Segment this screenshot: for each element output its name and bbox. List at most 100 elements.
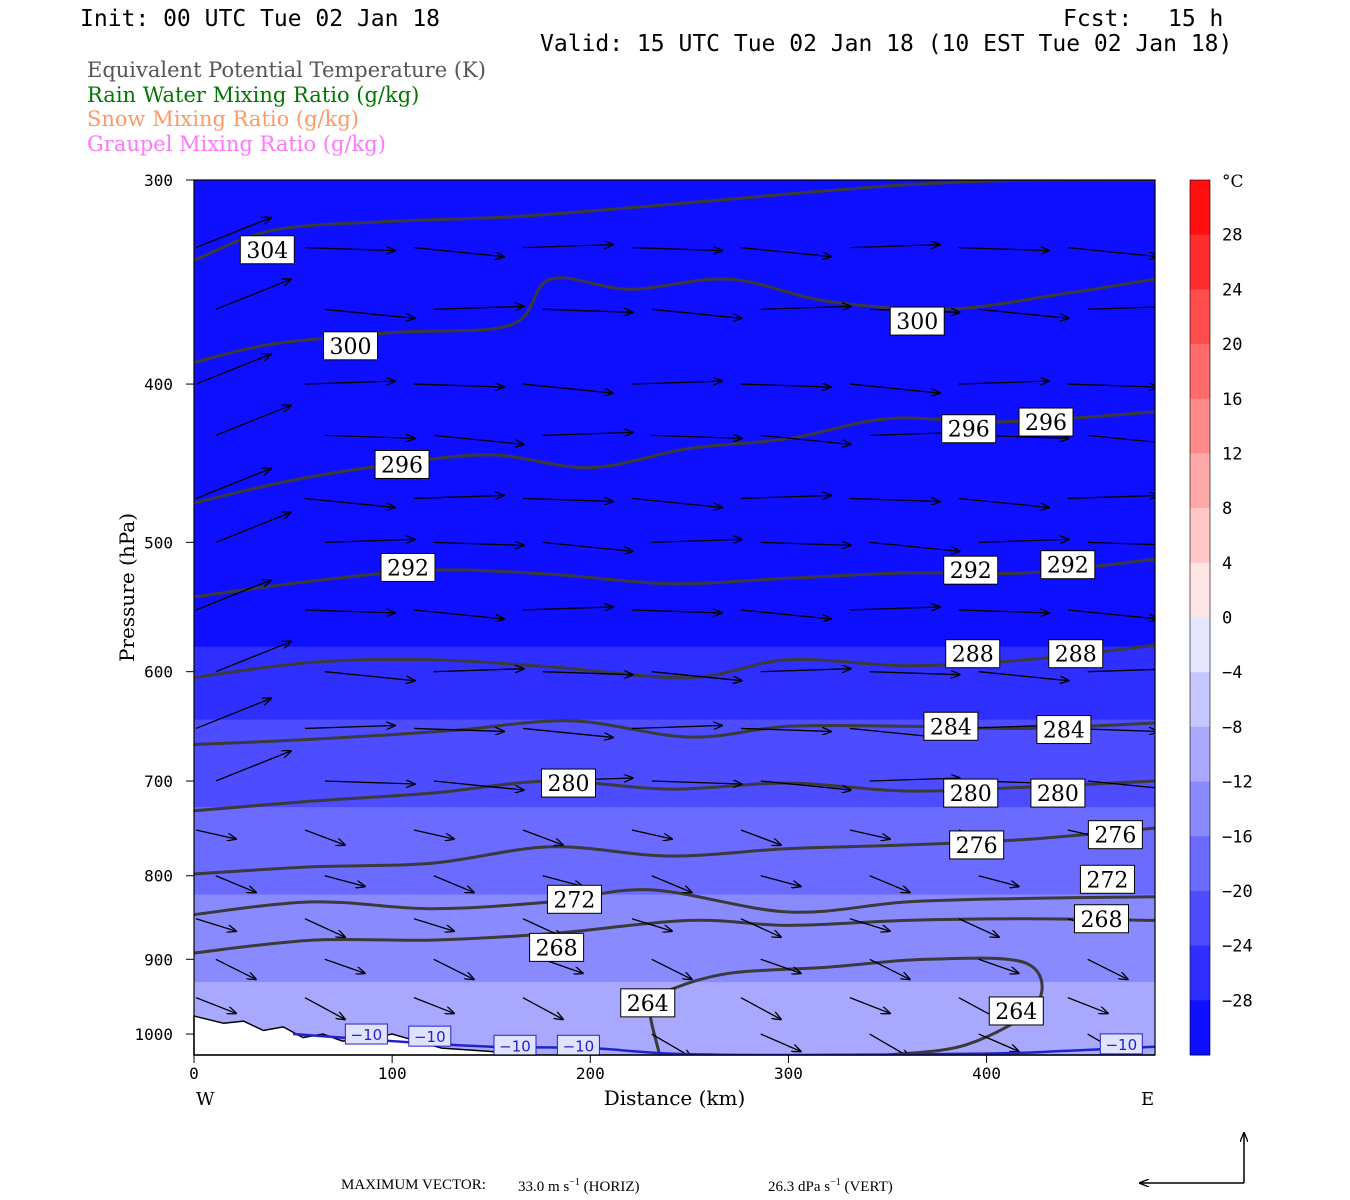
colorbar-segment bbox=[1190, 617, 1210, 673]
wind-vector bbox=[433, 434, 524, 444]
wind-vector bbox=[849, 498, 940, 501]
west-label: W bbox=[196, 1089, 215, 1110]
temperature-band bbox=[194, 500, 1155, 517]
wind-vector bbox=[978, 958, 1019, 973]
wind-vector bbox=[304, 381, 395, 384]
temperature-band bbox=[194, 632, 1155, 648]
temperature-band bbox=[194, 340, 1155, 356]
theta-e-contour-280 bbox=[194, 779, 1155, 813]
wind-vector bbox=[849, 245, 940, 248]
wind-vector bbox=[760, 875, 801, 887]
contour-label: 272 bbox=[553, 888, 595, 913]
wind-vector bbox=[760, 434, 851, 444]
wind-vector bbox=[740, 918, 781, 937]
wind-vector bbox=[304, 997, 345, 1020]
x-tick-label: 200 bbox=[576, 1064, 605, 1083]
colorbar-segment bbox=[1190, 726, 1210, 783]
contour-label-box bbox=[1087, 820, 1143, 850]
temperature-band bbox=[194, 544, 1155, 560]
contour-label: 284 bbox=[1043, 719, 1085, 744]
temperature-band bbox=[194, 457, 1155, 473]
colorbar-segment bbox=[1190, 234, 1210, 290]
wind-vector bbox=[760, 542, 851, 545]
wind-vector bbox=[1087, 541, 1155, 546]
wind-vector bbox=[195, 698, 271, 730]
theta-e-contour-304 bbox=[194, 180, 1155, 262]
wind-vector bbox=[522, 997, 563, 1020]
y-tick-label: 500 bbox=[144, 533, 173, 552]
colorbar-segment bbox=[1190, 836, 1210, 892]
wind-vector bbox=[1087, 780, 1155, 789]
temperature-band bbox=[194, 1011, 1155, 1027]
x-tick-label: 300 bbox=[774, 1064, 803, 1083]
contour-label: 276 bbox=[1094, 824, 1136, 849]
contour-label-box bbox=[529, 932, 585, 962]
init-time: Init: 00 UTC Tue 02 Jan 18 bbox=[80, 6, 441, 32]
wind-vector bbox=[958, 497, 1049, 507]
contour-label-box bbox=[923, 711, 979, 741]
isotherm-label: −10 bbox=[414, 1028, 446, 1046]
reference-vector bbox=[1140, 1133, 1244, 1183]
wind-vector bbox=[849, 997, 890, 1014]
wind-vector bbox=[522, 245, 613, 248]
wind-vector bbox=[304, 829, 345, 845]
temperature-band bbox=[194, 836, 1155, 852]
wind-vector bbox=[740, 384, 831, 387]
legend-snow: Snow Mixing Ratio (g/kg) bbox=[87, 107, 359, 131]
wind-vector bbox=[760, 780, 851, 790]
vertical-exponent: −1 bbox=[830, 1177, 841, 1188]
contour-label: 280 bbox=[950, 782, 992, 807]
temperature-band bbox=[194, 209, 1155, 225]
wind-vector bbox=[542, 541, 633, 551]
wind-vector bbox=[651, 435, 742, 438]
wind-vector bbox=[413, 829, 454, 839]
contour-label-box bbox=[380, 552, 436, 582]
y-axis-label: Pressure (hPa) bbox=[115, 513, 139, 662]
wind-vector bbox=[849, 918, 890, 931]
wind-vector bbox=[304, 248, 395, 251]
temperature-band bbox=[194, 180, 1155, 196]
isotherm-label: −10 bbox=[1105, 1036, 1137, 1054]
y-tick-label: 400 bbox=[144, 375, 173, 394]
contour-label-box bbox=[540, 768, 596, 798]
contour-label-box bbox=[546, 884, 602, 914]
contour-label-box bbox=[943, 778, 999, 808]
colorbar-segment bbox=[1190, 508, 1210, 564]
contour-label-box bbox=[374, 449, 430, 479]
wind-vector bbox=[522, 727, 613, 737]
temperature-band bbox=[194, 705, 1155, 721]
temperature-band bbox=[194, 311, 1155, 327]
temperature-band bbox=[194, 763, 1155, 779]
wind-vector bbox=[849, 607, 940, 610]
colorbar-tick-label: 28 bbox=[1222, 226, 1242, 246]
wind-vector bbox=[324, 958, 365, 973]
wind-vector bbox=[651, 539, 742, 542]
contour-label-box bbox=[1040, 550, 1096, 580]
max-vector-vertical: 26.3 dPa s−1 (VERT) bbox=[768, 1177, 893, 1196]
wind-vector bbox=[740, 495, 831, 498]
wind-vector bbox=[522, 383, 613, 393]
wind-vector bbox=[958, 248, 1049, 251]
wind-vector bbox=[324, 671, 415, 681]
theta-e-contour-268 bbox=[194, 917, 1155, 955]
y-tick-label: 700 bbox=[144, 772, 173, 791]
wind-vector bbox=[760, 306, 851, 309]
temperature-band bbox=[194, 515, 1155, 531]
wind-vector bbox=[215, 279, 291, 310]
contour-label-box bbox=[239, 235, 295, 265]
wind-vector bbox=[215, 958, 256, 979]
contour-label-box bbox=[1048, 639, 1104, 669]
contour-label: 288 bbox=[952, 643, 994, 668]
vertical-tag: (VERT) bbox=[844, 1179, 893, 1195]
colorbar: °C 28 24 20 16 12 8 4 0 −4 −8 −12 −16 −20 −24 −28 bbox=[1189, 172, 1253, 1056]
wind-vector bbox=[958, 381, 1049, 384]
colorbar-segment bbox=[1190, 945, 1210, 1001]
colorbar-tick-label: −24 bbox=[1222, 937, 1253, 957]
temperature-band bbox=[194, 850, 1155, 867]
plot-frame bbox=[193, 179, 1156, 1056]
wind-vector bbox=[304, 497, 395, 507]
colorbar-unit: °C bbox=[1222, 172, 1244, 192]
temperature-bands bbox=[194, 180, 1155, 1055]
temperature-band bbox=[194, 355, 1155, 371]
